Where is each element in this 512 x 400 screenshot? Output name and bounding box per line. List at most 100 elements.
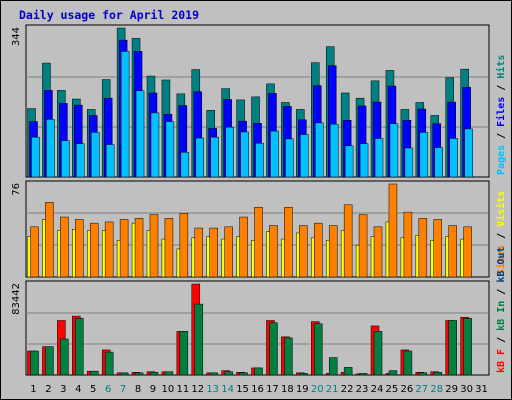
x-tick-label-7: 7 — [120, 384, 126, 395]
x-tick-label-19: 19 — [296, 384, 309, 395]
bar-sites-8 — [134, 218, 144, 278]
bar-sites-4 — [75, 219, 84, 278]
legend-entry: / — [496, 127, 507, 145]
bar-sites-21 — [328, 225, 338, 278]
bar-pages-24 — [374, 138, 384, 178]
bar-pages-15 — [240, 131, 249, 178]
chart-title: Daily usage for April 2019 — [19, 8, 199, 22]
x-tick-label-18: 18 — [281, 384, 294, 395]
bar-kb-in-6 — [104, 351, 114, 376]
bar-kb-in-24 — [373, 331, 383, 376]
bar-pages-28 — [434, 147, 444, 178]
bar-pages-4 — [76, 143, 85, 178]
bar-kb-in-20 — [314, 323, 323, 376]
bar-pages-22 — [344, 145, 354, 178]
x-tick-label-25: 25 — [386, 384, 399, 395]
bar-sites-1 — [30, 226, 39, 278]
x-tick-label-3: 3 — [60, 384, 66, 395]
series-legend-label: Sites / Visits — [495, 191, 507, 275]
legend-entry: Hits — [495, 55, 507, 79]
x-tick-label-31: 31 — [475, 384, 488, 395]
bar-sites-13 — [209, 227, 218, 278]
bar-pages-17 — [270, 130, 279, 178]
bar-pages-25 — [389, 123, 399, 178]
bar-kb-in-19 — [299, 373, 308, 376]
x-tick-label-24: 24 — [371, 384, 384, 395]
bar-sites-29 — [448, 225, 457, 278]
bar-sites-27 — [418, 218, 428, 278]
legend-entry: / — [496, 283, 507, 301]
legend-entry: / — [496, 331, 507, 349]
bar-kb-in-29 — [448, 320, 457, 376]
panel-visits-sites: 76 Sites / Visits — [11, 180, 507, 278]
bar-sites-7 — [119, 219, 129, 278]
plot-area — [25, 280, 490, 376]
legend-entry: / — [496, 79, 507, 97]
legend-entry: kB F — [496, 349, 507, 373]
bar-pages-18 — [285, 138, 294, 178]
bar-sites-3 — [60, 216, 69, 278]
bar-kb-in-5 — [89, 370, 99, 376]
bar-sites-5 — [89, 222, 99, 278]
bar-kb-in-4 — [75, 318, 84, 376]
bar-pages-10 — [165, 121, 175, 178]
bar-kb-in-16 — [254, 367, 263, 376]
bar-kb-in-9 — [149, 372, 159, 376]
bar-pages-19 — [300, 134, 309, 178]
bar-pages-16 — [255, 142, 264, 178]
bar-kb-in-13 — [209, 372, 218, 376]
x-tick-label-11: 11 — [176, 384, 189, 395]
bar-sites-6 — [104, 221, 114, 278]
panel-kbytes: 83442 kB F / kB In / kB Out — [11, 247, 507, 376]
bar-pages-8 — [135, 90, 145, 178]
bar-sites-23 — [358, 214, 368, 278]
bar-kb-in-1 — [30, 350, 39, 376]
bar-kb-in-10 — [164, 371, 174, 376]
bar-sites-16 — [254, 207, 263, 278]
bar-kb-in-27 — [418, 372, 428, 376]
legend-entry: Visits — [495, 191, 507, 227]
legend-entry: Sites — [495, 245, 507, 275]
panel-hits-files-pages: 344 Pages / Files / Hits — [11, 24, 507, 178]
bar-pages-23 — [359, 143, 369, 178]
bar-sites-10 — [164, 218, 174, 278]
bar-pages-21 — [329, 123, 339, 178]
bar-pages-9 — [150, 112, 160, 178]
x-tick-label-14: 14 — [221, 384, 234, 395]
bar-sites-24 — [373, 226, 383, 278]
legend-entry: Pages — [496, 145, 507, 175]
bar-kb-in-8 — [134, 372, 144, 376]
bar-pages-3 — [61, 140, 70, 178]
x-tick-label-5: 5 — [90, 384, 96, 395]
series-legend-label: Pages / Files / Hits — [495, 55, 507, 175]
bar-sites-28 — [433, 219, 443, 278]
bar-kb-in-30 — [463, 318, 472, 376]
legend-entry: kB Out — [496, 247, 507, 283]
x-tick-label-20: 20 — [311, 384, 324, 395]
x-tick-label-4: 4 — [75, 384, 81, 395]
x-tick-label-1: 1 — [30, 384, 36, 395]
bar-pages-7 — [120, 51, 130, 178]
bar-sites-26 — [403, 211, 413, 278]
bar-sites-14 — [224, 226, 233, 278]
bar-pages-14 — [225, 126, 234, 178]
bar-kb-in-3 — [60, 338, 69, 376]
bar-pages-11 — [180, 152, 190, 178]
x-tick-label-21: 21 — [326, 384, 339, 395]
y-axis-max-label: 83442 — [11, 283, 22, 315]
bar-pages-2 — [46, 119, 55, 178]
x-tick-label-13: 13 — [206, 384, 219, 395]
bar-sites-30 — [463, 226, 472, 278]
bar-kb-in-17 — [269, 322, 278, 376]
series-legend-label: kB F / kB In / kB Out — [496, 247, 507, 373]
x-tick-label-2: 2 — [45, 384, 51, 395]
x-tick-label-8: 8 — [135, 384, 141, 395]
bar-kb-in-7 — [119, 372, 129, 376]
x-tick-label-28: 28 — [430, 384, 443, 395]
bar-pages-5 — [90, 132, 100, 178]
bar-kb-in-18 — [284, 337, 293, 376]
legend-entry: / — [496, 227, 507, 245]
bar-pages-29 — [449, 138, 458, 178]
bar-kb-in-28 — [433, 372, 443, 376]
